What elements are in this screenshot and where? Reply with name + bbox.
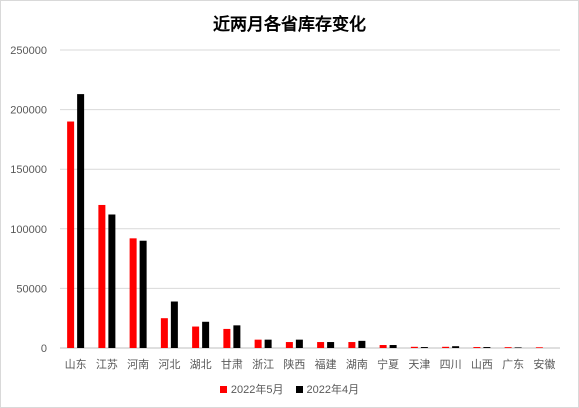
bar-series1	[254, 339, 262, 348]
x-category-label: 江苏	[96, 358, 118, 371]
x-category-label: 广东	[502, 358, 524, 371]
bar-series2	[108, 214, 116, 348]
bar-series2	[77, 94, 85, 348]
legend-label: 2022年5月	[230, 384, 284, 396]
x-axis-categories: 山东 江苏 河南 河北 湖北 甘肃 浙江 陕西 福建 湖南 宁夏 天津 四川 山西 广东 安徽	[65, 357, 556, 371]
bar-series1	[129, 238, 137, 348]
y-tick-label: 150000	[10, 164, 47, 176]
bar-series1	[535, 347, 543, 348]
bar-series1	[379, 345, 387, 348]
x-category-label: 福建	[315, 357, 337, 371]
bar-series2	[295, 339, 303, 348]
bar-series1	[317, 342, 325, 348]
x-category-label: 宁夏	[377, 357, 399, 371]
bar-series2	[483, 347, 491, 348]
x-category-label: 山东	[65, 358, 87, 371]
legend-swatch	[219, 386, 227, 393]
x-category-label: 四川	[440, 358, 462, 371]
legend: 2022年5月 2022年4月	[0, 381, 579, 397]
bar-series1	[192, 326, 200, 348]
x-category-label: 山西	[471, 358, 493, 371]
x-category-label: 湖北	[190, 358, 212, 371]
chart-title: 近两月各省库存变化	[213, 15, 366, 35]
y-tick-label: 50000	[16, 283, 47, 295]
x-category-label: 河南	[127, 358, 149, 371]
y-tick-label: 0	[41, 343, 47, 355]
bar-series1	[504, 347, 512, 348]
bar-series2	[264, 339, 272, 348]
bar-series2	[233, 325, 241, 348]
bar-series2	[452, 346, 460, 348]
bar-series1	[473, 347, 481, 348]
bar-series2	[170, 301, 178, 348]
x-category-label: 河北	[158, 358, 180, 371]
bar-series1	[410, 346, 418, 348]
bar-series2	[514, 347, 522, 348]
y-tick-label: 200000	[10, 105, 47, 117]
legend-item: 2022年5月	[219, 381, 284, 397]
bar-series1	[67, 121, 75, 349]
bar-series1	[160, 318, 168, 348]
bar-series2	[139, 240, 147, 348]
x-category-label: 陕西	[283, 357, 305, 371]
bar-series2	[389, 345, 397, 348]
bar-series1	[348, 342, 356, 348]
x-category-label: 安徽	[533, 357, 555, 371]
bar-series2	[327, 342, 335, 348]
bar-series1	[98, 204, 106, 348]
bars	[67, 94, 543, 349]
x-category-label: 浙江	[252, 358, 274, 371]
legend-item: 2022年4月	[295, 381, 360, 397]
bar-series1	[285, 342, 293, 348]
bar-series2	[358, 340, 366, 348]
x-category-label: 甘肃	[221, 358, 243, 371]
y-tick-label: 100000	[10, 224, 47, 236]
bar-series1	[223, 328, 231, 348]
legend-swatch	[295, 386, 303, 393]
y-tick-label: 250000	[10, 45, 47, 57]
y-axis-ticks: 0 50000 100000 150000 200000 250000	[10, 45, 47, 355]
legend-label: 2022年4月	[306, 384, 360, 396]
bar-series2	[202, 321, 210, 348]
bar-series1	[442, 346, 450, 348]
x-category-label: 湖南	[346, 358, 368, 371]
x-category-label: 天津	[408, 358, 430, 371]
bar-series2	[420, 347, 428, 348]
